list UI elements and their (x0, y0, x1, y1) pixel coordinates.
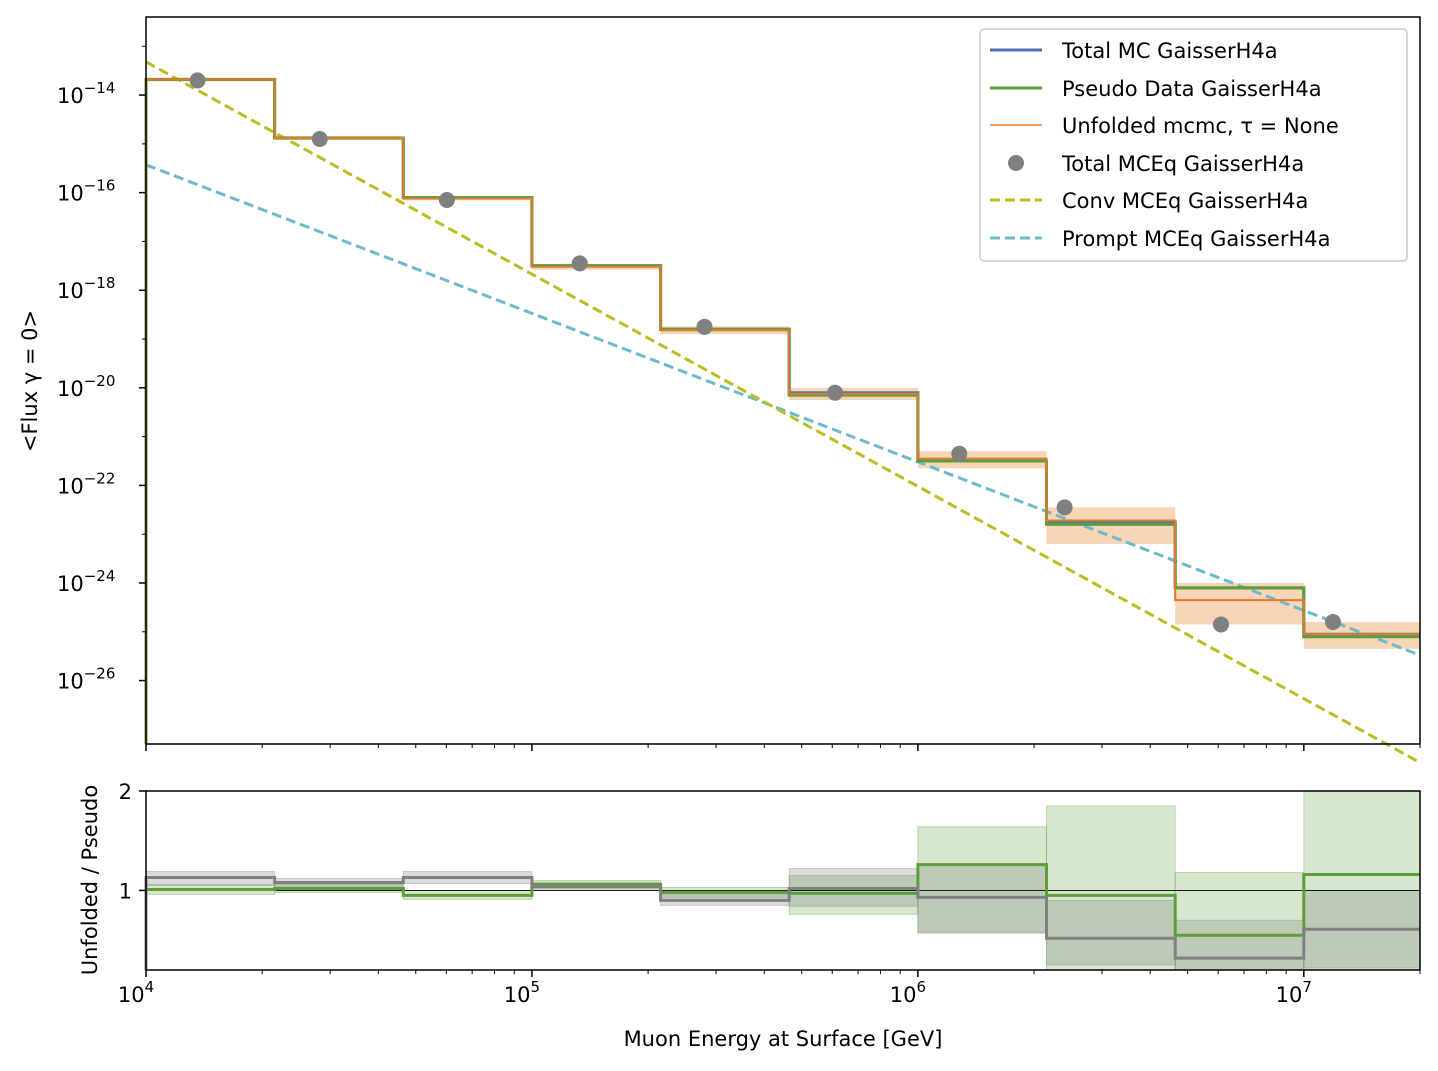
mceq-point-3 (571, 255, 588, 272)
legend-label-total-mceq: Total MCEq GaisserH4a (1061, 152, 1304, 176)
prompt-mceq-line (145, 163, 1421, 657)
mceq-ratio-band-bin-8 (1174, 919, 1305, 971)
mceq-point-8 (1212, 616, 1229, 633)
x-tick-label-0: 104 (118, 978, 154, 1007)
top-y-tick-label-2: 10−18 (57, 274, 115, 303)
x-tick-label-2: 106 (890, 978, 926, 1007)
mceq-point-5 (827, 384, 844, 401)
legend-entry-prompt-mceq: Prompt MCEq GaisserH4a (990, 227, 1331, 251)
mceq-point-9 (1324, 614, 1341, 631)
legend-entry-total-mceq: Total MCEq GaisserH4a (1008, 152, 1304, 176)
pseudo-ratio-band-bin-7 (1046, 805, 1176, 971)
legend: Total MC GaisserH4a Pseudo Data GaisserH… (979, 28, 1408, 262)
mceq-ratio-band-bin-7 (1046, 899, 1176, 966)
bottom-y-axis-label: Unfolded / Pseudo (78, 785, 102, 975)
legend-entry-unfolded: Unfolded mcmc, τ = None (990, 114, 1339, 138)
ratio-panel: 104 105 106 107 12 Unfolded / Pseudo Muon E… (78, 780, 1421, 1051)
mceq-total-points (189, 72, 1341, 633)
x-axis-label: Muon Energy at Surface [GeV] (624, 1027, 943, 1051)
pseudo-ratio-band-bin-6 (917, 826, 1048, 933)
top-x-ticks (145, 744, 1421, 751)
top-y-tick-label-5: 10−24 (57, 567, 115, 596)
top-plot-frame (145, 16, 1421, 745)
mceq-point-4 (696, 318, 713, 335)
top-y-tick-label-4: 10−22 (57, 469, 115, 498)
bottom-y-tick-label-0: 1 (119, 879, 132, 903)
mceq-point-0 (189, 72, 206, 89)
pseudo-ratio-band-bin-9 (1303, 790, 1421, 971)
conv-mceq-line (145, 60, 1421, 764)
legend-entry-total-mc: Total MC GaisserH4a (990, 39, 1278, 63)
legend-swatch-total-mceq (1008, 155, 1024, 171)
flux-panel: 10−14 10−16 10−18 10−20 10−22 10−24 10−26 <Flu… (18, 16, 1421, 764)
legend-label-prompt-mceq: Prompt MCEq GaisserH4a (1062, 227, 1331, 251)
ratio-series-lines (144, 863, 1420, 970)
pseudo-ratio-band-bin-5 (788, 875, 919, 915)
mceq-point-1 (311, 130, 328, 147)
bottom-y-ticks: 12 (119, 780, 146, 903)
bottom-plot-frame (145, 790, 1421, 971)
top-y-tick-label-3: 10−20 (57, 372, 115, 401)
bottom-x-ticks: 104 105 106 107 (118, 970, 1421, 1007)
legend-label-unfolded: Unfolded mcmc, τ = None (1062, 114, 1339, 138)
x-tick-label-3: 107 (1276, 978, 1312, 1007)
legend-entry-pseudo-data: Pseudo Data GaisserH4a (990, 77, 1322, 101)
top-y-tick-label-1: 10−16 (57, 177, 115, 206)
legend-label-conv-mceq: Conv MCEq GaisserH4a (1062, 189, 1308, 213)
x-tick-label-1: 105 (504, 978, 540, 1007)
top-y-tick-label-6: 10−26 (57, 665, 115, 694)
bottom-y-tick-label-1: 2 (119, 780, 132, 804)
legend-label-pseudo-data: Pseudo Data GaisserH4a (1062, 77, 1322, 101)
mceq-point-6 (951, 445, 968, 462)
mceq-point-2 (438, 191, 455, 208)
top-y-ticks: 10−14 10−16 10−18 10−20 10−22 10−24 10−26 (57, 45, 146, 694)
legend-entry-conv-mceq: Conv MCEq GaisserH4a (990, 189, 1308, 213)
legend-label-total-mc: Total MC GaisserH4a (1061, 39, 1278, 63)
mceq-point-7 (1056, 499, 1073, 516)
legend-box (979, 28, 1408, 262)
top-y-tick-label-0: 10−14 (57, 79, 115, 108)
top-y-axis-label: <Flux γ = 0> (18, 310, 42, 452)
mceq-ratio-step (144, 876, 1420, 970)
